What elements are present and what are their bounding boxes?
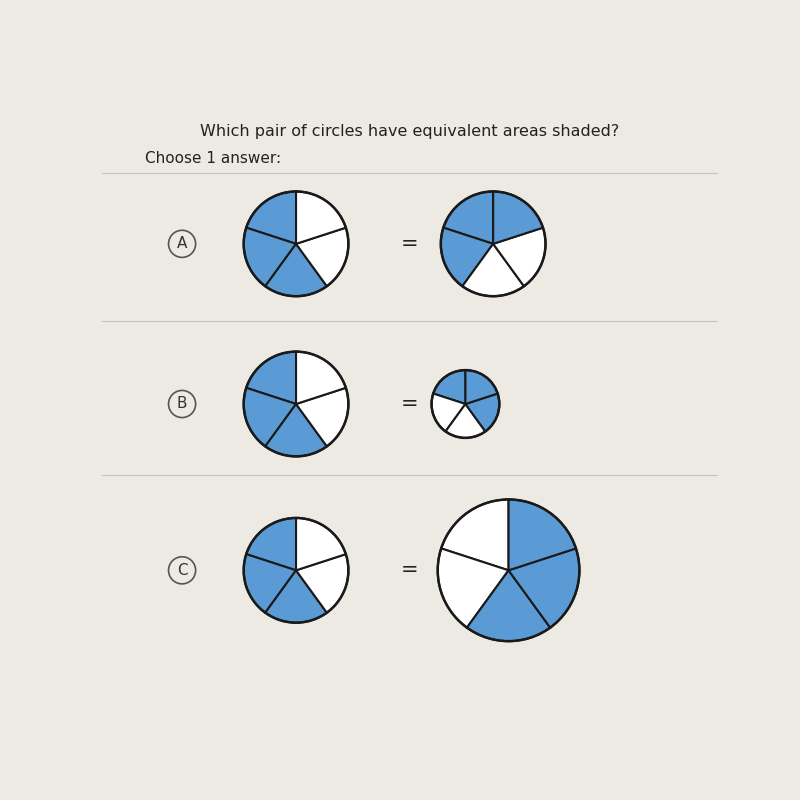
Text: Which pair of circles have equivalent areas shaded?: Which pair of circles have equivalent ar…: [200, 124, 620, 138]
Wedge shape: [466, 370, 498, 404]
Wedge shape: [509, 549, 579, 628]
Text: =: =: [401, 234, 419, 254]
Text: =: =: [401, 560, 419, 580]
Wedge shape: [296, 191, 346, 244]
Wedge shape: [446, 404, 486, 438]
Wedge shape: [244, 228, 296, 286]
Wedge shape: [462, 244, 524, 296]
Wedge shape: [246, 191, 296, 244]
Wedge shape: [244, 554, 296, 613]
Wedge shape: [441, 499, 509, 570]
Wedge shape: [246, 352, 296, 404]
Text: A: A: [177, 236, 187, 251]
Wedge shape: [296, 554, 348, 613]
Wedge shape: [266, 244, 327, 296]
Wedge shape: [466, 394, 499, 431]
Wedge shape: [443, 191, 493, 244]
Text: B: B: [177, 397, 187, 411]
Text: =: =: [401, 394, 419, 414]
Wedge shape: [296, 518, 346, 570]
Wedge shape: [467, 570, 550, 641]
Wedge shape: [434, 370, 466, 404]
Wedge shape: [493, 191, 543, 244]
Wedge shape: [246, 518, 296, 570]
Wedge shape: [266, 570, 327, 622]
Wedge shape: [296, 228, 348, 286]
Wedge shape: [244, 388, 296, 446]
Wedge shape: [296, 352, 346, 404]
Wedge shape: [509, 499, 576, 570]
Wedge shape: [493, 228, 546, 286]
Text: C: C: [177, 563, 187, 578]
Wedge shape: [296, 388, 348, 446]
Text: Choose 1 answer:: Choose 1 answer:: [145, 151, 282, 166]
Wedge shape: [441, 228, 493, 286]
Wedge shape: [266, 404, 327, 456]
Wedge shape: [438, 549, 509, 628]
Wedge shape: [431, 394, 466, 431]
